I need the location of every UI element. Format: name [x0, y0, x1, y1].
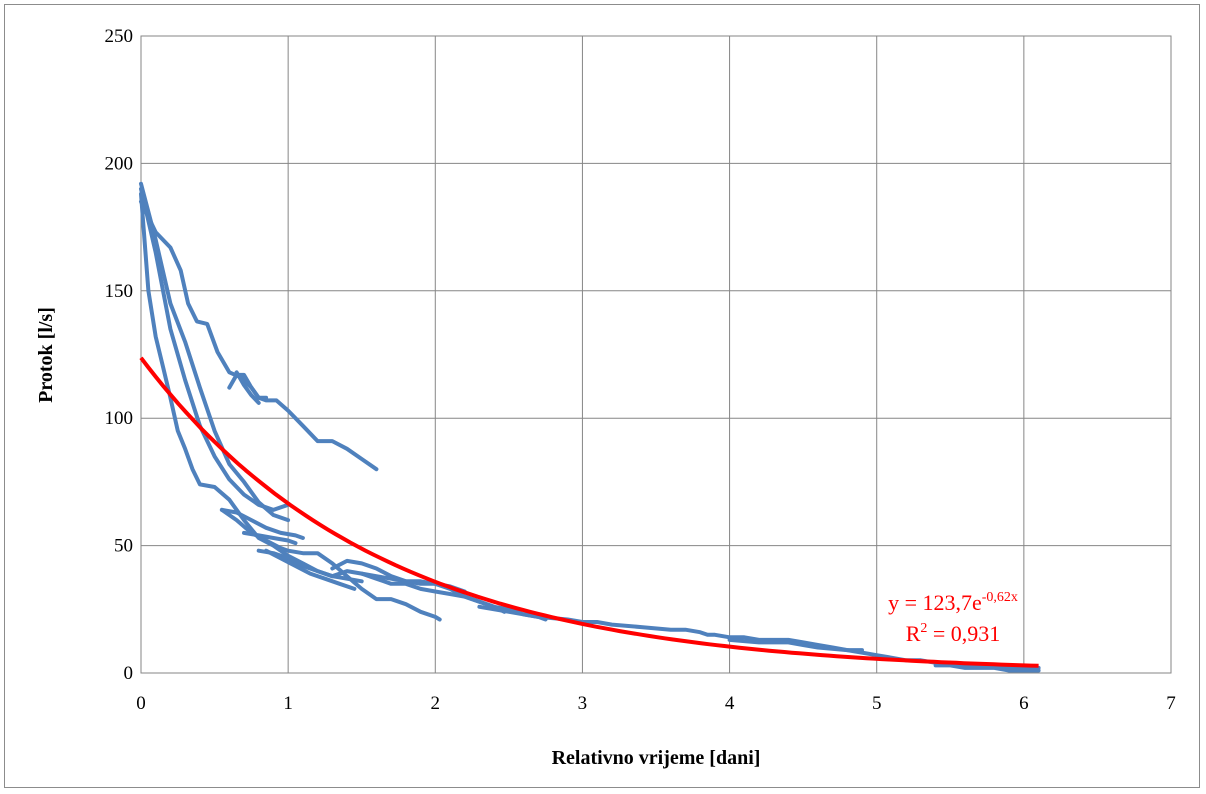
x-tick-label: 6	[1019, 693, 1029, 714]
trend-r2-suffix: = 0,931	[927, 621, 1000, 646]
trend-r2: R2 = 0,931	[906, 621, 1001, 646]
y-tick-label: 200	[105, 153, 134, 174]
x-tick-label: 2	[431, 693, 441, 714]
y-tick-label: 50	[114, 536, 133, 557]
series-line-16	[933, 663, 1041, 673]
x-tick-label: 3	[578, 693, 588, 714]
trend-r2-prefix: R	[906, 621, 921, 646]
grid-layer	[140, 35, 1172, 674]
series-line-4	[139, 181, 291, 523]
trend-equation-base: y = 123,7e	[888, 590, 982, 615]
y-tick-label: 100	[105, 408, 134, 429]
series-line-15	[727, 637, 864, 653]
x-tick-label: 5	[872, 693, 882, 714]
trendline	[139, 356, 1039, 668]
x-tick-label: 7	[1166, 693, 1176, 714]
y-tick-label: 250	[105, 26, 134, 47]
y-tick-label: 150	[105, 281, 134, 302]
plot-area	[140, 35, 1172, 674]
x-tick-label: 0	[136, 693, 146, 714]
series-line-11	[264, 548, 357, 591]
series-line-7	[219, 507, 442, 622]
series-line-2	[227, 372, 269, 400]
x-tick-label: 4	[725, 693, 735, 714]
trend-equation-exponent: -0,62x	[982, 590, 1018, 605]
trend-equation: y = 123,7e-0,62x	[888, 590, 1018, 615]
series-line-9	[242, 530, 298, 546]
series-line-5	[139, 186, 291, 512]
series-line-8	[219, 507, 305, 540]
series-layer	[139, 181, 1041, 673]
x-axis-title: Relativno vrijeme [dani]	[552, 747, 761, 769]
y-tick-labels: 0 50 100 150 200 250	[105, 26, 134, 684]
series-line-3	[234, 370, 261, 405]
x-tick-label: 1	[283, 693, 293, 714]
y-tick-label: 0	[124, 663, 134, 684]
x-tick-labels: 0 1 2 3 4 5 6 7	[136, 693, 1176, 714]
y-axis-title: Protok [l/s]	[35, 307, 57, 403]
trend-r2-superscript: 2	[920, 621, 927, 636]
